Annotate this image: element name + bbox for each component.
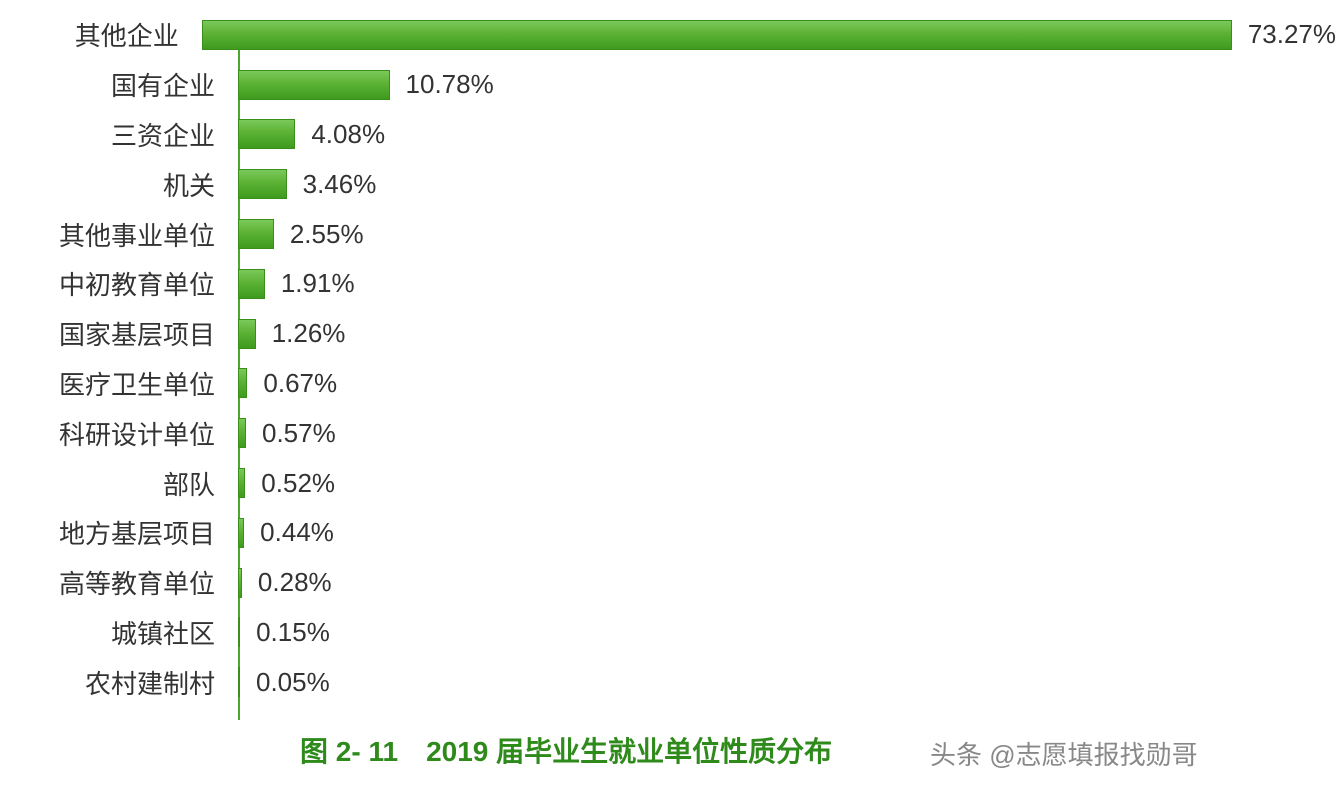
category-label: 高等教育单位 xyxy=(0,564,225,601)
category-label: 国有企业 xyxy=(0,66,225,103)
value-label: 0.67% xyxy=(263,368,337,399)
category-label: 其他企业 xyxy=(0,16,189,53)
bar-area: 0.52% xyxy=(238,468,1336,498)
bar-chart: 其他企业 73.27% 国有企业 10.78% 三资企业 4.08% 机关 3.46% 其他事业… xyxy=(0,10,1336,720)
category-label: 国家基层项目 xyxy=(0,315,225,352)
chart-row: 部队 0.52% xyxy=(0,458,1336,508)
bar xyxy=(238,568,242,598)
bar-area: 10.78% xyxy=(238,70,1336,100)
chart-row: 机关 3.46% xyxy=(0,159,1336,209)
bar-area: 0.67% xyxy=(238,368,1336,398)
chart-row: 科研设计单位 0.57% xyxy=(0,408,1336,458)
caption-prefix: 图 2- 11 xyxy=(300,730,398,770)
bar-area: 0.44% xyxy=(238,518,1336,548)
chart-row: 其他事业单位 2.55% xyxy=(0,209,1336,259)
value-label: 0.52% xyxy=(261,468,335,499)
category-label: 中初教育单位 xyxy=(0,265,225,302)
value-label: 1.91% xyxy=(281,268,355,299)
value-label: 1.26% xyxy=(272,318,346,349)
bar xyxy=(238,169,287,199)
bar-area: 3.46% xyxy=(238,169,1336,199)
category-label: 农村建制村 xyxy=(0,664,225,701)
value-label: 2.55% xyxy=(290,219,364,250)
bar-area: 4.08% xyxy=(238,119,1336,149)
bar xyxy=(238,418,246,448)
chart-row: 医疗卫生单位 0.67% xyxy=(0,359,1336,409)
bar-area: 0.57% xyxy=(238,418,1336,448)
bar xyxy=(238,219,274,249)
chart-row: 城镇社区 0.15% xyxy=(0,608,1336,658)
value-label: 0.15% xyxy=(256,617,330,648)
watermark-text: 头条 @志愿填报找勋哥 xyxy=(930,735,1198,772)
bar xyxy=(238,269,265,299)
bar-area: 2.55% xyxy=(238,219,1336,249)
bar-area: 0.28% xyxy=(238,568,1336,598)
chart-row: 三资企业 4.08% xyxy=(0,110,1336,160)
bar xyxy=(238,667,240,697)
bar-area: 0.15% xyxy=(238,617,1336,647)
chart-row: 高等教育单位 0.28% xyxy=(0,558,1336,608)
bar-area: 0.05% xyxy=(238,667,1336,697)
category-label: 三资企业 xyxy=(0,116,225,153)
category-label: 医疗卫生单位 xyxy=(0,365,225,402)
category-label: 部队 xyxy=(0,465,225,502)
value-label: 73.27% xyxy=(1248,19,1336,50)
bar xyxy=(202,20,1232,50)
caption-title: 2019 届毕业生就业单位性质分布 xyxy=(426,730,832,770)
chart-row: 中初教育单位 1.91% xyxy=(0,259,1336,309)
chart-row: 地方基层项目 0.44% xyxy=(0,508,1336,558)
bar xyxy=(238,70,390,100)
category-label: 科研设计单位 xyxy=(0,415,225,452)
chart-row: 国有企业 10.78% xyxy=(0,60,1336,110)
chart-row: 国家基层项目 1.26% xyxy=(0,309,1336,359)
category-label: 地方基层项目 xyxy=(0,514,225,551)
value-label: 3.46% xyxy=(303,169,377,200)
category-label: 其他事业单位 xyxy=(0,216,225,253)
chart-row: 农村建制村 0.05% xyxy=(0,657,1336,707)
bar-area: 73.27% xyxy=(202,20,1336,50)
bar xyxy=(238,368,247,398)
bar xyxy=(238,518,244,548)
value-label: 0.28% xyxy=(258,567,332,598)
value-label: 0.44% xyxy=(260,517,334,548)
category-label: 城镇社区 xyxy=(0,614,225,651)
bar xyxy=(238,119,295,149)
bar-area: 1.26% xyxy=(238,319,1336,349)
bar xyxy=(238,319,256,349)
value-label: 4.08% xyxy=(311,119,385,150)
value-label: 10.78% xyxy=(406,69,494,100)
bar xyxy=(238,617,240,647)
chart-row: 其他企业 73.27% xyxy=(0,10,1336,60)
bar-area: 1.91% xyxy=(238,269,1336,299)
chart-caption: 图 2- 11 2019 届毕业生就业单位性质分布 xyxy=(300,730,832,770)
category-label: 机关 xyxy=(0,166,225,203)
value-label: 0.05% xyxy=(256,667,330,698)
value-label: 0.57% xyxy=(262,418,336,449)
bar xyxy=(238,468,245,498)
